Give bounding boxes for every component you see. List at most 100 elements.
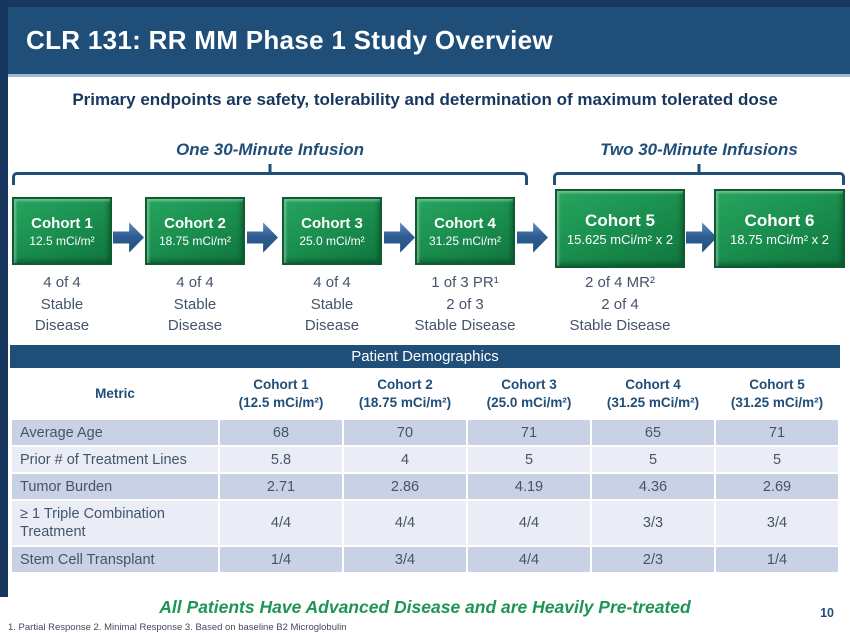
column-header-line: (12.5 mCi/m²) <box>238 395 324 410</box>
flow-arrow-icon <box>517 222 548 253</box>
cohort-box-5: Cohort 5 15.625 mCi/m² x 2 <box>555 189 685 268</box>
flow-arrow-icon <box>247 222 278 253</box>
cell: 2.86 <box>342 472 468 501</box>
table-row: Stem Cell Transplant 1/4 3/4 4/4 2/3 1/4 <box>10 545 840 574</box>
column-header-line: Cohort 3 <box>501 377 557 392</box>
status-line: Stable Disease <box>414 317 516 334</box>
cohort-dose: 18.75 mCi/m² x 2 <box>730 231 829 247</box>
cell: 4/4 <box>342 499 468 547</box>
cell: 3/3 <box>590 499 716 547</box>
table-row: Prior # of Treatment Lines 5.8 4 5 5 5 <box>10 445 840 474</box>
cohort-box-1: Cohort 1 12.5 mCi/m² <box>12 197 112 265</box>
column-header-cohort-3: Cohort 3 (25.0 mCi/m²) <box>466 368 592 420</box>
cohort-5-status: 2 of 4 MR² 2 of 4 Stable Disease <box>540 272 700 337</box>
row-metric: Stem Cell Transplant <box>10 545 220 574</box>
cell: 71 <box>466 418 592 447</box>
status-line: Stable <box>310 295 354 313</box>
slide-header: CLR 131: RR MM Phase 1 Study Overview <box>0 7 850 77</box>
cohort-name: Cohort 1 <box>31 214 93 232</box>
table-row: Average Age 68 70 71 65 71 <box>10 418 840 447</box>
slide-left-border <box>0 0 8 597</box>
flow-arrow-icon <box>384 222 415 253</box>
cohort-dose: 12.5 mCi/m² <box>29 233 95 248</box>
column-header-metric: Metric <box>10 368 220 420</box>
cohort-box-3: Cohort 3 25.0 mCi/m² <box>282 197 382 265</box>
cohort-1-status: 4 of 4 Stable Disease <box>12 272 112 337</box>
status-line: Disease <box>34 317 90 334</box>
page-number: 10 <box>820 606 834 620</box>
cell: 2.71 <box>218 472 344 501</box>
cohort-box-2: Cohort 2 18.75 mCi/m² <box>145 197 245 265</box>
slide-top-border <box>0 0 850 7</box>
cohort-name: Cohort 5 <box>585 210 655 230</box>
status-line: Stable Disease <box>569 317 671 334</box>
status-line: 2 of 4 MR² <box>584 274 656 291</box>
cell: 4.19 <box>466 472 592 501</box>
column-header-cohort-2: Cohort 2 (18.75 mCi/m²) <box>342 368 468 420</box>
column-header-line: Cohort 2 <box>377 377 433 392</box>
cell: 1/4 <box>218 545 344 574</box>
cell: 4/4 <box>218 499 344 547</box>
status-line: 2 of 4 <box>601 295 639 313</box>
column-header-cohort-4: Cohort 4 (31.25 mCi/m²) <box>590 368 716 420</box>
cohort-dose: 25.0 mCi/m² <box>299 233 365 248</box>
status-line: 4 of 4 <box>176 274 214 291</box>
group-label-one-infusion: One 30-Minute Infusion <box>176 140 364 159</box>
bracket-one-infusion <box>12 172 528 185</box>
cell: 1/4 <box>714 545 840 574</box>
footnote: 1. Partial Response 2. Minimal Response … <box>8 622 347 633</box>
cohort-name: Cohort 3 <box>301 214 363 232</box>
flow-arrow-icon <box>686 222 717 253</box>
table-header-row: Metric Cohort 1 (12.5 mCi/m²) Cohort 2 (… <box>10 368 840 420</box>
cell: 5.8 <box>218 445 344 474</box>
status-line: Disease <box>167 317 223 334</box>
flow-arrow-icon <box>113 222 144 253</box>
cohort-name: Cohort 4 <box>434 214 496 232</box>
row-metric: Average Age <box>10 418 220 447</box>
bracket-two-infusions <box>553 172 845 185</box>
cell: 5 <box>714 445 840 474</box>
cell: 4/4 <box>466 545 592 574</box>
status-line: 4 of 4 <box>43 274 81 291</box>
cell: 2.69 <box>714 472 840 501</box>
table-title: Patient Demographics <box>10 345 840 368</box>
cell: 68 <box>218 418 344 447</box>
column-header-cohort-5: Cohort 5 (31.25 mCi/m²) <box>714 368 840 420</box>
cohort-2-status: 4 of 4 Stable Disease <box>145 272 245 337</box>
patient-demographics-table: Patient Demographics Metric Cohort 1 (12… <box>10 345 840 574</box>
cell: 5 <box>590 445 716 474</box>
column-header-cohort-1: Cohort 1 (12.5 mCi/m²) <box>218 368 344 420</box>
column-header-line: (18.75 mCi/m²) <box>358 395 452 410</box>
cell: 70 <box>342 418 468 447</box>
cohort-3-status: 4 of 4 Stable Disease <box>282 272 382 337</box>
cell: 4/4 <box>466 499 592 547</box>
subtitle: Primary endpoints are safety, tolerabili… <box>72 90 778 109</box>
table-row: ≥ 1 Triple Combination Treatment 4/4 4/4… <box>10 499 840 547</box>
cohort-box-6: Cohort 6 18.75 mCi/m² x 2 <box>714 189 845 268</box>
cell: 65 <box>590 418 716 447</box>
cohort-name: Cohort 2 <box>164 214 226 232</box>
column-header-line: Cohort 1 <box>253 377 309 392</box>
cell: 2/3 <box>590 545 716 574</box>
cell: 5 <box>466 445 592 474</box>
row-metric: ≥ 1 Triple Combination Treatment <box>10 499 220 547</box>
column-header-line: (25.0 mCi/m²) <box>486 395 572 410</box>
cell: 3/4 <box>714 499 840 547</box>
column-header-line: (31.25 mCi/m²) <box>730 395 824 410</box>
cell: 4 <box>342 445 468 474</box>
column-header-line: Cohort 5 <box>749 377 805 392</box>
column-header-line: (31.25 mCi/m²) <box>606 395 700 410</box>
cohort-4-status: 1 of 3 PR¹ 2 of 3 Stable Disease <box>400 272 530 337</box>
cohort-name: Cohort 6 <box>744 210 815 230</box>
status-line: 4 of 4 <box>313 274 351 291</box>
status-line: Stable <box>173 295 217 313</box>
column-header-line: Cohort 4 <box>625 377 681 392</box>
page-title: CLR 131: RR MM Phase 1 Study Overview <box>26 25 553 55</box>
row-metric: Tumor Burden <box>10 472 220 501</box>
status-line: 2 of 3 <box>446 295 484 313</box>
group-label-two-infusions: Two 30-Minute Infusions <box>600 140 798 159</box>
cell: 71 <box>714 418 840 447</box>
status-line: Stable <box>40 295 84 313</box>
cell: 3/4 <box>342 545 468 574</box>
